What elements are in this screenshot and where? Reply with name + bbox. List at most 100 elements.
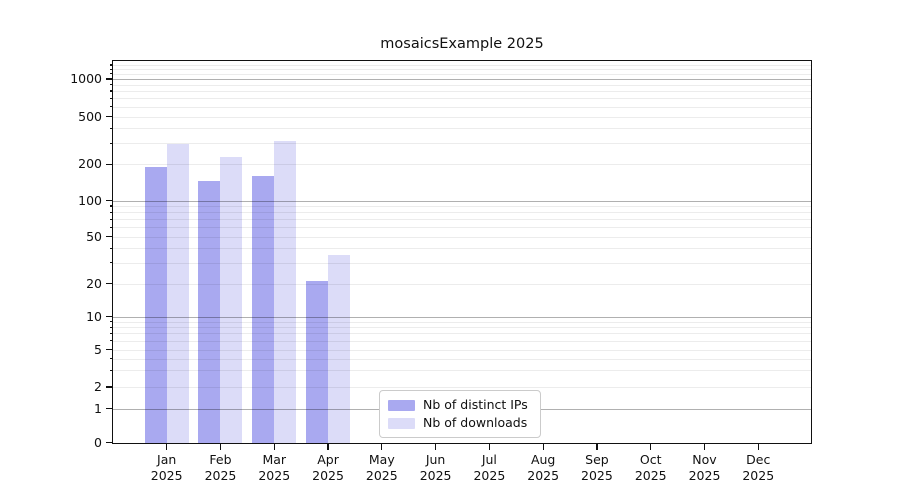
- year-label: 2025: [742, 467, 775, 483]
- gridline-minor: [113, 206, 811, 207]
- y-axis-minor-tick-mark: [109, 205, 113, 207]
- gridline-minor: [113, 116, 811, 118]
- x-axis-tick-label: Dec 2025: [728, 452, 788, 483]
- year-label: 2025: [527, 467, 560, 483]
- y-axis-tick-label: 1000: [70, 70, 102, 86]
- gridline-minor: [113, 64, 811, 66]
- y-axis-minor-tick-mark: [109, 90, 113, 92]
- gridline-minor: [113, 248, 811, 250]
- month-label: Oct: [639, 452, 662, 467]
- y-axis-tick-mark: [106, 115, 113, 118]
- y-axis-minor-tick-mark: [109, 369, 113, 371]
- y-axis-minor-tick-mark: [109, 218, 113, 220]
- x-axis-tick-label: Sep 2025: [567, 452, 627, 483]
- year-label: 2025: [312, 467, 344, 483]
- year-label: 2025: [258, 467, 291, 483]
- y-axis-tick-mark: [106, 386, 113, 388]
- y-axis-tick-label: 100: [78, 192, 102, 208]
- gridline-minor: [113, 340, 811, 342]
- x-axis-tick-mark: [596, 444, 598, 450]
- gridline-minor: [113, 333, 811, 335]
- y-axis-minor-tick-mark: [109, 127, 113, 129]
- x-axis-tick-mark: [703, 444, 706, 450]
- y-axis-minor-tick-mark: [109, 84, 113, 86]
- bar-downloads: [274, 141, 297, 443]
- bar-layer: [113, 61, 811, 443]
- y-axis-tick-mark: [106, 442, 113, 444]
- month-label: Dec: [746, 452, 771, 467]
- y-axis-tick-mark: [106, 236, 113, 238]
- legend-item-distinct-ips: Nb of distinct IPs: [388, 398, 528, 412]
- month-label: Apr: [317, 452, 339, 467]
- y-axis-minor-tick-mark: [109, 106, 113, 108]
- gridline-minor: [113, 69, 811, 71]
- month-label: Sep: [585, 452, 609, 467]
- year-label: 2025: [688, 467, 721, 483]
- x-axis-tick-mark: [219, 444, 222, 450]
- chart-title: mosaicsExample 2025: [380, 36, 544, 52]
- legend-label: Nb of downloads: [423, 415, 528, 430]
- year-label: 2025: [634, 467, 667, 483]
- y-axis-tick-mark: [106, 283, 113, 285]
- bar-distinct-ips: [144, 166, 167, 443]
- gridline-minor: [113, 106, 811, 108]
- month-label: May: [368, 452, 395, 467]
- y-axis-tick-label: 20: [86, 275, 102, 291]
- gridline-minor: [113, 321, 811, 323]
- gridline-minor: [113, 91, 811, 93]
- x-axis-tick-mark: [488, 444, 490, 450]
- month-label: Aug: [530, 452, 556, 467]
- gridline-minor: [113, 227, 811, 229]
- gridline-minor: [113, 387, 811, 388]
- month-label: Nov: [692, 452, 717, 467]
- month-label: Feb: [209, 452, 232, 467]
- y-axis-tick-mark: [106, 348, 113, 351]
- gridline-minor: [113, 164, 811, 166]
- y-axis-tick-label: 1: [94, 400, 102, 416]
- gridline-minor: [113, 327, 811, 329]
- x-axis-tick-mark: [542, 444, 544, 450]
- y-axis-tick-label: 500: [78, 108, 102, 124]
- y-axis-tick-label: 2: [94, 378, 102, 394]
- y-axis-tick-mark: [106, 315, 113, 318]
- gridline-minor: [113, 283, 811, 285]
- legend-swatch-downloads: [388, 417, 415, 429]
- y-axis-tick-label: 10: [86, 308, 102, 324]
- gridline-minor: [113, 98, 811, 100]
- bar-distinct-ips: [306, 281, 329, 443]
- y-axis-minor-tick-mark: [109, 247, 113, 249]
- x-axis-tick-mark: [435, 444, 437, 450]
- y-axis-tick-label: 5: [94, 341, 102, 357]
- gridline-minor: [113, 73, 811, 75]
- x-axis-tick-label: May 2025: [352, 452, 412, 483]
- y-axis-tick-mark: [106, 78, 113, 80]
- month-label: Mar: [262, 452, 287, 467]
- y-axis-minor-tick-mark: [109, 142, 113, 144]
- year-label: 2025: [581, 467, 613, 483]
- y-axis-tick-mark: [106, 407, 113, 410]
- gridline-minor: [113, 219, 811, 221]
- legend-item-downloads: Nb of downloads: [388, 416, 528, 430]
- bar-distinct-ips: [198, 181, 221, 443]
- year-label: 2025: [473, 467, 506, 483]
- y-axis-minor-tick-mark: [109, 64, 113, 66]
- x-axis-tick-label: Jan 2025: [137, 452, 197, 483]
- gridline-minor: [113, 358, 811, 360]
- y-axis-minor-tick-mark: [109, 320, 113, 323]
- y-axis-minor-tick-mark: [109, 358, 113, 360]
- x-axis-tick-mark: [650, 444, 652, 450]
- gridline-minor: [113, 128, 811, 130]
- y-axis-minor-tick-mark: [109, 211, 113, 213]
- y-axis-tick-label: 0: [94, 434, 102, 450]
- year-label: 2025: [419, 467, 452, 483]
- bar-downloads: [220, 157, 243, 443]
- x-axis-tick-label: Jul 2025: [459, 452, 519, 483]
- gridline-minor: [113, 236, 811, 238]
- month-label: Jan: [157, 452, 177, 467]
- month-label: Jun: [425, 452, 446, 467]
- bar-distinct-ips: [252, 175, 275, 443]
- y-axis-minor-tick-mark: [109, 97, 113, 99]
- gridline-minor: [113, 143, 811, 145]
- y-axis-minor-tick-mark: [109, 326, 113, 328]
